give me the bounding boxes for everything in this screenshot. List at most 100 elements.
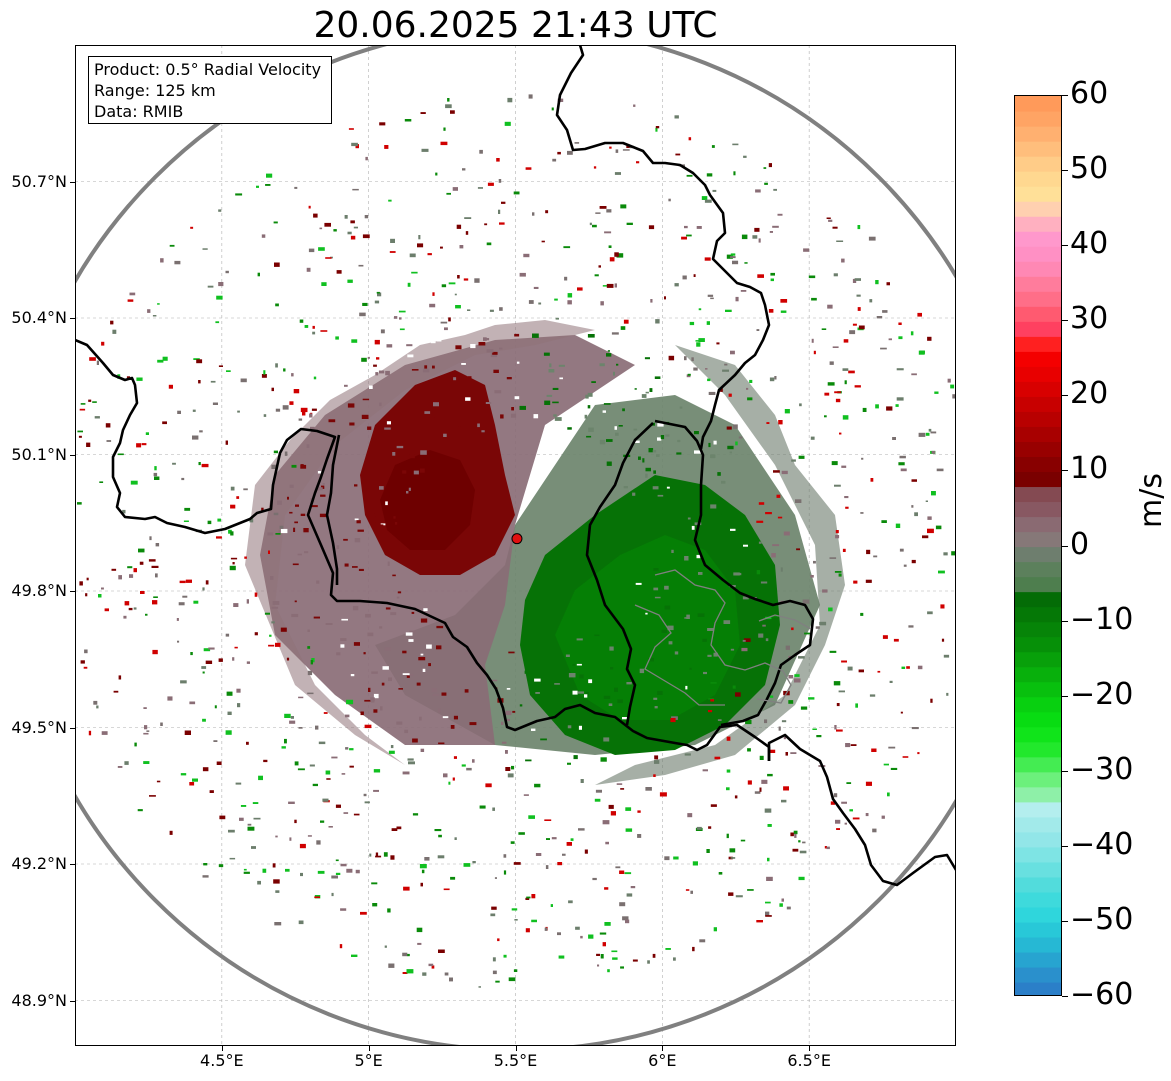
echo-speck xyxy=(505,710,512,716)
echo-speck xyxy=(275,408,281,412)
echo-speck xyxy=(657,437,662,441)
echo-speck xyxy=(834,571,842,573)
echo-speck xyxy=(219,815,226,820)
echo-speck xyxy=(304,551,309,554)
echo-speck xyxy=(392,574,396,577)
echo-speck xyxy=(756,570,761,575)
echo-speck xyxy=(516,361,520,364)
echo-speck xyxy=(759,787,762,792)
echo-speck xyxy=(584,414,588,419)
echo-speck xyxy=(202,671,205,674)
echo-speck xyxy=(653,470,656,474)
echo-speck xyxy=(758,502,765,505)
echo-speck xyxy=(734,795,738,799)
echo-speck xyxy=(852,817,860,820)
echo-speck xyxy=(838,690,845,693)
echo-speck xyxy=(226,691,233,696)
colorbar-tick-label: 40 xyxy=(1070,226,1109,262)
echo-inbound-fringe xyxy=(595,345,845,785)
echo-speck xyxy=(943,552,948,556)
echo-speck xyxy=(686,374,691,378)
echo-speck xyxy=(407,674,414,676)
echo-speck xyxy=(902,756,909,758)
echo-speck xyxy=(834,484,841,487)
echo-speck xyxy=(567,427,572,430)
echo-speck xyxy=(261,234,266,238)
echo-speck xyxy=(363,793,367,797)
echo-speck xyxy=(366,488,369,492)
echo-speck xyxy=(713,652,718,657)
echo-speck xyxy=(128,607,133,611)
echo-speck xyxy=(888,746,896,749)
radar-map[interactable] xyxy=(75,45,956,1046)
echo-speck xyxy=(551,837,557,840)
echo-speck xyxy=(645,787,652,791)
echo-speck xyxy=(934,391,939,394)
echo-speck xyxy=(340,908,347,911)
echo-speck xyxy=(675,153,681,156)
echo-speck xyxy=(118,675,122,680)
echo-speck xyxy=(511,908,518,911)
echo-speck xyxy=(689,321,695,326)
echo-speck xyxy=(765,915,772,917)
radar-site-marker[interactable] xyxy=(511,533,523,545)
echo-speck xyxy=(846,782,852,784)
echo-speck xyxy=(373,693,379,699)
echo-speck xyxy=(298,727,303,729)
echo-speck xyxy=(456,224,462,229)
colorbar-tick xyxy=(1062,545,1068,547)
echo-speck xyxy=(361,414,369,419)
echo-speck xyxy=(278,529,283,533)
echo-speck xyxy=(134,742,137,747)
echo-speck xyxy=(653,568,659,571)
echo-speck xyxy=(642,458,645,463)
echo-speck xyxy=(599,206,607,209)
echo-speck xyxy=(633,104,636,107)
colorbar-bin xyxy=(1015,711,1061,728)
echo-speck xyxy=(406,969,414,974)
echo-speck xyxy=(831,461,838,466)
echo-speck xyxy=(951,551,956,556)
echo-speck xyxy=(607,969,610,973)
echo-speck xyxy=(717,472,721,476)
echo-speck xyxy=(450,110,455,114)
echo-speck xyxy=(574,142,580,144)
echo-speck xyxy=(711,145,715,148)
echo-speck xyxy=(113,690,119,693)
echo-speck xyxy=(585,691,589,697)
echo-speck xyxy=(193,600,199,604)
echo-speck xyxy=(606,461,612,466)
echo-speck xyxy=(409,253,416,258)
echo-speck xyxy=(434,829,442,832)
echo-speck xyxy=(799,850,807,854)
echo-speck xyxy=(233,603,239,607)
colorbar-bin xyxy=(1015,981,1061,995)
echo-speck xyxy=(404,729,409,734)
echo-speck xyxy=(240,378,247,383)
echo-speck xyxy=(264,612,270,615)
colorbar-bin xyxy=(1015,546,1061,563)
echo-speck xyxy=(236,496,240,499)
echo-speck xyxy=(409,454,415,459)
echo-speck xyxy=(258,775,263,781)
echo-speck xyxy=(701,196,708,200)
echo-speck xyxy=(674,115,679,119)
echo-speck xyxy=(341,773,346,775)
echo-speck xyxy=(689,667,692,670)
echo-speck xyxy=(616,253,624,258)
colorbar-bin xyxy=(1015,456,1061,473)
echo-speck xyxy=(914,512,918,517)
echo-speck xyxy=(431,417,435,422)
echo-speck xyxy=(752,235,758,239)
echo-speck xyxy=(795,499,802,503)
echo-speck xyxy=(189,701,196,705)
echo-speck xyxy=(694,450,701,454)
echo-speck xyxy=(203,863,208,866)
echo-speck xyxy=(726,787,730,791)
echo-speck xyxy=(418,235,421,240)
echo-speck xyxy=(713,440,717,445)
echo-speck xyxy=(299,843,306,849)
echo-speck xyxy=(810,436,815,440)
echo-speck xyxy=(687,813,693,818)
echo-speck xyxy=(202,875,209,878)
